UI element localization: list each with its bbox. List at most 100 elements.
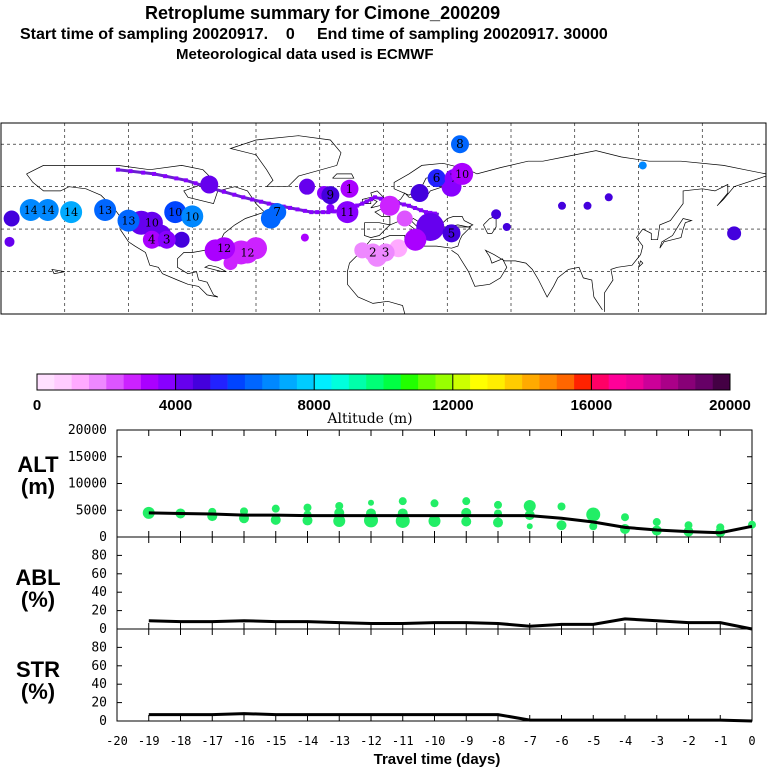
cluster-dot <box>604 193 613 202</box>
altitude-point <box>586 507 601 522</box>
colorbar-tick-label: 20000 <box>709 397 751 414</box>
x-tick-label: -6 <box>554 734 568 748</box>
cluster-marker <box>36 199 59 222</box>
colorbar-segment <box>192 374 211 390</box>
colorbar-segment <box>418 374 436 390</box>
cluster-marker <box>213 237 236 260</box>
track-marker <box>141 170 146 175</box>
colorbar-segment <box>106 374 124 390</box>
colorbar-segment <box>279 374 298 390</box>
y-tick-label: 15000 <box>68 450 107 465</box>
track-marker <box>266 201 271 206</box>
track-marker <box>232 192 237 197</box>
x-tick-label: -10 <box>424 734 446 748</box>
colorbar-segment <box>314 374 332 390</box>
retroplume-map: 14141413131010104312127923567108111 <box>0 122 767 315</box>
cluster-dot <box>173 231 190 248</box>
altitude-point <box>271 504 280 513</box>
cluster-marker <box>363 243 382 262</box>
cluster-marker <box>142 230 161 249</box>
altitude-point <box>428 514 441 527</box>
colorbar-segment <box>712 374 731 390</box>
colorbar-segment <box>71 374 90 390</box>
y-tick-label: 5000 <box>76 503 107 518</box>
cluster-label: 13 <box>122 215 136 228</box>
altitude-point <box>461 516 472 527</box>
colorbar-segment <box>244 374 263 390</box>
colorbar-segment <box>140 374 159 390</box>
colorbar-segment <box>262 374 280 390</box>
cluster-dot <box>300 233 309 242</box>
cluster-marker <box>157 230 176 249</box>
altitude-colorbar: 0 4000 8000 12000 16000 20000 <box>33 373 751 414</box>
colorbar-label: Altitude (m) <box>326 411 412 427</box>
cluster-label: 10 <box>168 206 182 219</box>
cluster-dot <box>4 236 15 247</box>
x-tick-label: -20 <box>106 734 128 748</box>
altitude-point <box>556 520 567 531</box>
track-marker <box>259 199 264 204</box>
cluster-label: 11 <box>340 206 354 219</box>
altitude-point <box>526 523 533 530</box>
cluster-label: 14 <box>64 206 78 219</box>
altitude-point <box>493 517 503 528</box>
colorbar-segment <box>678 374 696 390</box>
cluster-dot <box>727 226 742 241</box>
track-marker <box>407 203 411 208</box>
y-tick-label: 20 <box>91 604 107 619</box>
panel-frame <box>116 628 753 722</box>
panel-label: ALT <box>17 452 59 477</box>
x-tick-label: -9 <box>459 734 473 748</box>
y-tick-label: 20000 <box>68 423 107 438</box>
track-marker <box>373 195 377 200</box>
colorbar-segment <box>123 374 142 390</box>
track-marker <box>315 210 320 215</box>
x-tick-label: -2 <box>681 734 695 748</box>
colorbar-segment <box>348 374 367 390</box>
coastline <box>451 249 603 310</box>
cluster-marker <box>19 199 42 222</box>
cluster-label: 7 <box>273 205 281 219</box>
colorbar-segment <box>296 374 315 390</box>
cluster-dot <box>379 195 400 216</box>
cluster-marker <box>181 205 204 228</box>
y-tick-label: 60 <box>91 659 107 674</box>
x-tick-label: -17 <box>201 734 223 748</box>
y-tick-label: 0 <box>99 530 107 545</box>
colorbar-segment <box>435 374 454 390</box>
cluster-label: 8 <box>456 137 464 151</box>
cluster-marker <box>340 179 359 198</box>
track-marker <box>360 201 365 206</box>
x-tick-label: -13 <box>328 734 350 748</box>
panel-label: (m) <box>21 474 55 499</box>
coastline <box>26 165 266 298</box>
cluster-dot <box>404 228 427 251</box>
cluster-marker <box>117 209 140 232</box>
altitude-point <box>303 503 312 512</box>
cluster-label: 9 <box>327 188 335 202</box>
altitude-point <box>430 499 439 508</box>
cluster-marker <box>376 243 395 262</box>
altitude-point <box>652 518 661 527</box>
track-marker <box>369 197 374 202</box>
colorbar-tick-label: 4000 <box>159 397 192 414</box>
y-tick-label: 20 <box>91 696 107 711</box>
altitude-point <box>621 513 629 522</box>
altitude-point <box>240 507 248 516</box>
x-tick-label: -14 <box>297 734 319 748</box>
coastline <box>229 135 342 188</box>
x-axis-label: Travel time (days) <box>374 751 501 768</box>
cluster-marker <box>321 186 340 205</box>
cluster-marker <box>451 135 469 154</box>
track-marker <box>295 207 300 212</box>
cluster-dot <box>558 201 566 210</box>
cluster-label: 6 <box>433 171 441 185</box>
altitude-point <box>142 506 155 519</box>
colorbar-segment <box>210 374 228 390</box>
y-tick-label: 0 <box>99 714 107 729</box>
cluster-label: 14 <box>24 204 38 217</box>
y-tick-label: 40 <box>91 677 107 692</box>
plume-track-line <box>117 168 440 216</box>
coastline <box>26 173 218 298</box>
